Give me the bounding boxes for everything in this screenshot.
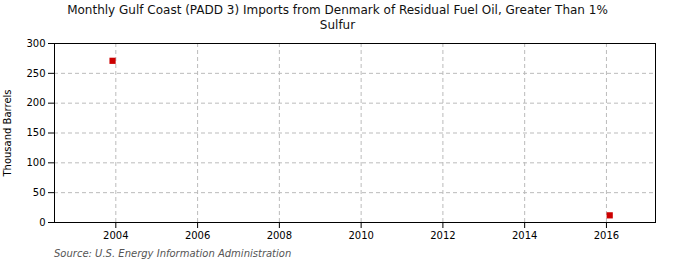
svg-text:2016: 2016 bbox=[594, 230, 619, 241]
svg-text:300: 300 bbox=[26, 38, 45, 49]
svg-text:200: 200 bbox=[26, 97, 45, 108]
svg-text:2004: 2004 bbox=[103, 230, 128, 241]
svg-text:100: 100 bbox=[26, 157, 45, 168]
svg-text:2012: 2012 bbox=[430, 230, 455, 241]
svg-text:2006: 2006 bbox=[185, 230, 210, 241]
svg-text:Thousand Barrels: Thousand Barrels bbox=[2, 89, 13, 177]
svg-text:2008: 2008 bbox=[267, 230, 292, 241]
svg-text:2014: 2014 bbox=[512, 230, 537, 241]
html-text:Monthly Gulf Coast (PADD 3) Im: Monthly Gulf Coast (PADD 3) Imports from… bbox=[67, 3, 608, 32]
svg-text:0: 0 bbox=[39, 217, 45, 228]
svg-text:150: 150 bbox=[26, 127, 45, 138]
html-text:Source: U.S. Energy Informatio: Source: U.S. Energy Information Administ… bbox=[54, 248, 292, 259]
svg-text:2010: 2010 bbox=[348, 230, 373, 241]
svg-text:250: 250 bbox=[26, 68, 45, 79]
svg-text:50: 50 bbox=[33, 187, 46, 198]
